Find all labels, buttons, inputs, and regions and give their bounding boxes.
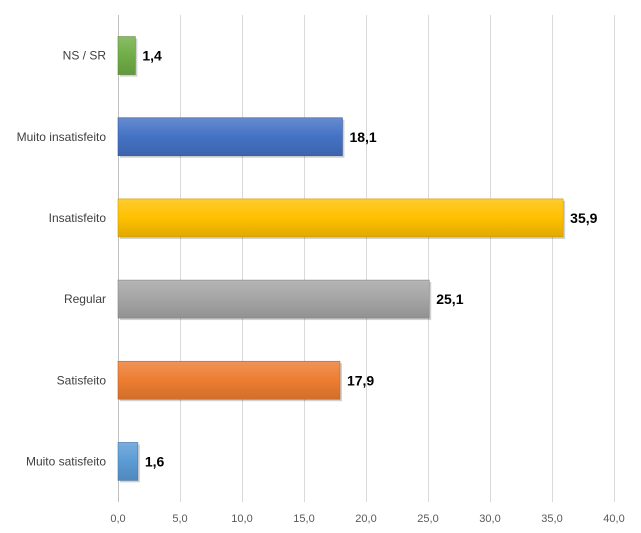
- x-tick-label: 15,0: [293, 513, 314, 525]
- labels: 0,0 5,0 10,0 15,0 20,0 25,0 30,0 35,0 40,0 NS / S…: [17, 48, 625, 525]
- category-label: Muito satisfeito: [26, 454, 106, 468]
- bar-insatisfeito: [117, 198, 564, 238]
- x-tick-label: 35,0: [541, 513, 562, 525]
- data-label: 18,1: [349, 129, 376, 145]
- category-label: Regular: [64, 292, 106, 306]
- data-label: 1,6: [145, 453, 165, 469]
- bars: [117, 36, 566, 483]
- x-tick-label: 20,0: [355, 513, 376, 525]
- data-label: 25,1: [436, 291, 463, 307]
- category-label: NS / SR: [63, 49, 107, 63]
- bar-muito-satisfeito: [117, 442, 139, 481]
- data-label: 17,9: [347, 372, 374, 388]
- x-tick-label: 0,0: [110, 513, 125, 525]
- category-label: Muito insatisfeito: [17, 130, 107, 144]
- gridlines: [118, 15, 615, 502]
- x-tick-label: 30,0: [479, 513, 500, 525]
- data-label: 35,9: [570, 210, 597, 226]
- bar-ns-sr: [117, 36, 136, 75]
- x-tick-label: 5,0: [172, 513, 187, 525]
- x-tick-label: 40,0: [603, 513, 624, 525]
- bar-muito-insatisfeito: [117, 117, 343, 157]
- category-label: Insatisfeito: [49, 211, 107, 225]
- x-tick-label: 25,0: [417, 513, 438, 525]
- bar-regular: [117, 279, 430, 319]
- category-label: Satisfeito: [57, 373, 107, 387]
- bar-satisfeito: [117, 360, 341, 400]
- data-label: 1,4: [142, 48, 162, 64]
- x-tick-label: 10,0: [231, 513, 252, 525]
